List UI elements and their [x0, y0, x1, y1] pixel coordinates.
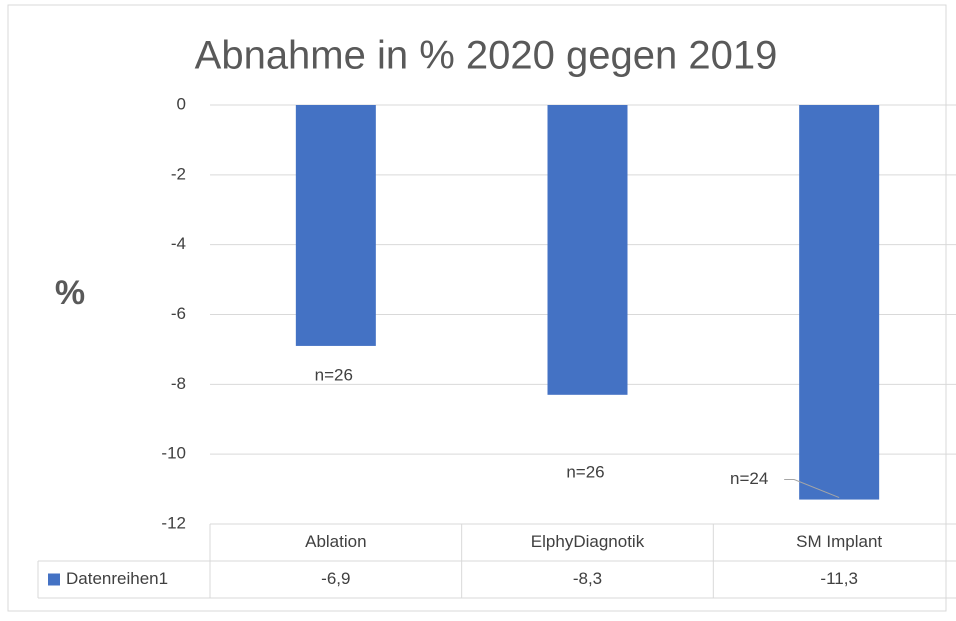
table-value: -6,9	[321, 569, 350, 588]
legend-key	[48, 573, 60, 586]
table-value: -11,3	[820, 569, 858, 588]
chart-border	[7, 4, 947, 612]
x-tick-label: SM Implant	[796, 532, 882, 551]
leader-line	[784, 479, 840, 499]
x-tick-label: Ablation	[305, 532, 366, 551]
annotation: n=26	[315, 365, 353, 384]
y-tick-label: -8	[171, 374, 186, 393]
y-tick-label: -4	[171, 234, 186, 253]
y-tick-label: -12	[161, 513, 186, 532]
y-tick-label: -10	[161, 444, 186, 463]
annotation: n=26	[566, 462, 604, 481]
chart-title: Abnahme in % 2020 gegen 2019	[195, 34, 778, 78]
x-tick-label: ElphyDiagnotik	[531, 532, 645, 551]
legend-label: Datenreihen1	[66, 569, 168, 588]
y-axis-label: %	[55, 274, 85, 312]
annotation: n=24	[730, 469, 768, 488]
y-tick-label: 0	[177, 94, 186, 113]
bar	[799, 105, 880, 500]
y-tick-label: -2	[171, 164, 186, 183]
y-tick-label: -6	[171, 304, 186, 323]
bar	[295, 105, 376, 346]
bar	[547, 105, 628, 395]
table-value: -8,3	[573, 569, 602, 588]
